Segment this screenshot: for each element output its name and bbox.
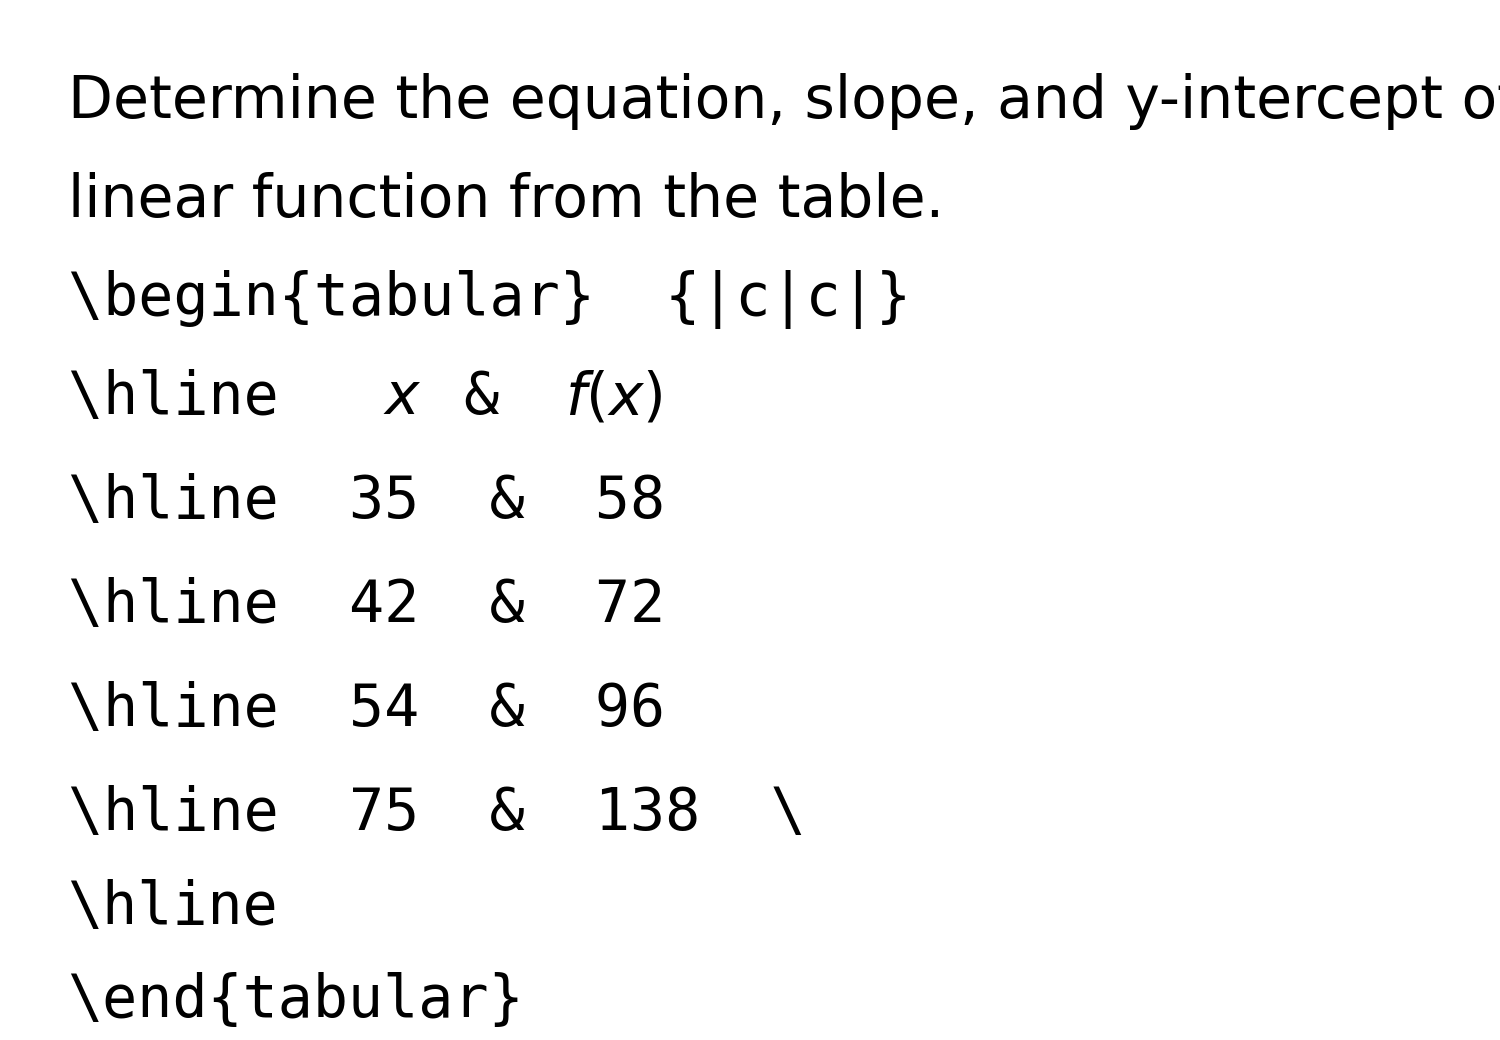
Text: \hline  75  &  138  \: \hline 75 & 138 \ [68,785,806,842]
Text: \hline  42  &  72: \hline 42 & 72 [68,577,664,634]
Text: \hline: \hline [68,369,314,426]
Text: Determine the equation, slope, and y-intercept of a: Determine the equation, slope, and y-int… [68,73,1500,130]
Text: $f(x)$: $f(x)$ [566,369,663,426]
Text: \hline: \hline [68,879,279,936]
Text: &: & [429,369,534,426]
Text: \begin{tabular}  {|c|c|}: \begin{tabular} {|c|c|} [68,270,910,330]
Text: x: x [386,369,420,426]
Text: \hline  35  &  58: \hline 35 & 58 [68,473,664,530]
Text: linear function from the table.: linear function from the table. [68,172,944,229]
Text: \hline  54  &  96: \hline 54 & 96 [68,681,664,738]
Text: \end{tabular}: \end{tabular} [68,972,524,1030]
